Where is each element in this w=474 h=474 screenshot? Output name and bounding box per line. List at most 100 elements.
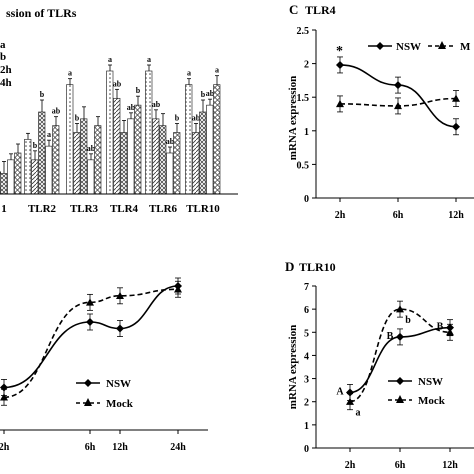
panel-b-legend-diamond-marker <box>84 379 92 387</box>
panel-a-bar <box>24 138 32 195</box>
panel-a-bar <box>80 118 88 195</box>
panel-a-legend-2: b <box>0 51 6 63</box>
panel-c-y-tick-label: 2 <box>304 60 309 71</box>
panel-a-x-tick-label: TLR2 <box>28 203 57 215</box>
panel-d-letter: D <box>285 259 294 274</box>
panel-c-y-tick-label: 1.5 <box>297 93 310 104</box>
panel-a-bar-letter: ab <box>152 100 161 109</box>
panel-a-x-tick-label: TLR10 <box>186 203 220 215</box>
panel-a: ssion of TLRs a b 2h 4h abbbaabababaabab… <box>0 6 238 215</box>
panel-a-bar-letter: b <box>175 114 180 123</box>
panel-c-letter: C <box>289 2 298 17</box>
panel-b-legend-mock: Mock <box>106 398 134 410</box>
panel-b-x-tick-label: 24h <box>170 442 186 453</box>
panel-c-legend: NSW M <box>368 41 471 53</box>
panel-c-point <box>452 122 460 131</box>
panel-d-legend-nsw: NSW <box>418 376 443 388</box>
panel-a-bar-letter: a <box>68 69 72 78</box>
panel-a-bar <box>113 97 121 195</box>
panel-a-bar <box>145 70 153 195</box>
panel-c-x-tick-label: 12h <box>448 210 464 221</box>
panel-c-point <box>452 94 460 102</box>
panel-c-x-ticks: 2h 6h 12h <box>335 198 464 221</box>
panel-a-x-tick-label: 1 <box>1 203 7 215</box>
panel-c-y-tick-label: 0 <box>304 194 309 205</box>
panel-b-x-tick-label: 2h <box>0 442 10 453</box>
panel-a-legend-3: 2h <box>0 64 12 76</box>
panel-d-point <box>396 332 404 341</box>
panel-c-point <box>336 60 344 69</box>
panel-a-bar <box>94 125 102 195</box>
panel-a-bar <box>192 132 200 195</box>
panel-b-legend: NSW Mock <box>76 378 134 410</box>
panel-a-bar-letter: ab <box>113 79 122 88</box>
panel-a-bar-letter: a <box>147 55 151 64</box>
panel-a-bar-letter: ab <box>52 107 61 116</box>
panel-b-point <box>116 324 124 333</box>
panel-a-bar-letter: ab <box>192 114 201 123</box>
panel-a-bar <box>185 84 193 195</box>
panel-c-legend-triangle-marker <box>438 41 446 49</box>
panel-a-bar <box>0 173 8 195</box>
panel-d-series: A B Ba b <box>336 300 454 419</box>
panel-a-bar <box>120 132 128 195</box>
panel-a-bar-letter: a <box>187 69 191 78</box>
panel-c-y-ticks: 0 0.5 1 1.5 2 2.5 <box>297 26 316 205</box>
panel-d-point <box>446 328 454 336</box>
panel-a-legend-1: a <box>0 39 6 51</box>
panel-c: C TLR4 mRNA expression 0 0.5 1 1.5 2 2.5 2h 6h… <box>287 2 474 221</box>
panel-a-title: ssion of TLRs <box>6 6 77 20</box>
panel-b-point <box>0 393 8 401</box>
panel-d-point-label: b <box>405 315 411 326</box>
panel-d-title: TLR10 <box>299 260 336 274</box>
panel-d-legend-mock: Mock <box>418 395 446 407</box>
panel-c-y-tick-label: 0.5 <box>297 160 310 171</box>
panel-a-bar <box>31 159 39 195</box>
panel-d-y-tick-label: 1 <box>304 421 309 432</box>
panel-c-title: TLR4 <box>305 3 336 17</box>
panel-d-y-tick-label: 2 <box>304 398 309 409</box>
panel-a-bar <box>134 104 142 195</box>
panel-c-series <box>336 56 460 136</box>
panel-d-x-tick-label: 6h <box>395 460 406 471</box>
panel-a-bar <box>45 145 53 195</box>
panel-b-series-line <box>3 288 179 399</box>
panel-c-legend-mock: M <box>460 41 471 53</box>
panel-a-bar <box>159 125 167 195</box>
panel-d-legend-diamond-marker <box>396 377 404 385</box>
panel-b-series <box>0 277 182 406</box>
panel-b-point <box>116 291 124 300</box>
panel-c-x-tick-label: 2h <box>335 210 346 221</box>
panel-a-bar <box>7 159 15 195</box>
panel-a-bar-letter: ab <box>206 89 215 98</box>
panel-b-x-tick-label: 12h <box>112 442 128 453</box>
panel-a-bar-letter: ab <box>87 144 96 153</box>
panel-a-bars: abbbaabababaababbaababbaabbaba <box>0 55 221 195</box>
panel-a-bar-letter: b <box>201 90 206 99</box>
panel-d-y-ticks: 0 1 2 3 4 5 6 7 <box>304 282 316 455</box>
panel-a-bar <box>199 111 207 195</box>
panel-a-x-tick-label: TLR4 <box>110 203 139 215</box>
panel-d: D TLR10 mRNA expression 0 1 2 3 4 5 6 7 2h 6h 12h… <box>285 259 474 471</box>
panel-d-series-line <box>349 308 451 403</box>
panel-d-point <box>396 305 404 313</box>
panel-b-x-tick-label: 6h <box>85 442 96 453</box>
panel-d-y-tick-label: 5 <box>304 328 309 339</box>
panel-a-bar <box>173 132 181 195</box>
panel-b: 2h 6h 12h 24h NSW Mock <box>0 277 208 453</box>
panel-a-bar <box>127 118 135 195</box>
panel-d-legend: NSW Mock <box>388 376 446 407</box>
panel-b-point <box>86 298 94 306</box>
panel-c-x-tick-label: 6h <box>393 210 404 221</box>
panel-a-bar <box>213 84 221 195</box>
panel-d-point-label: B <box>437 322 444 333</box>
panel-a-bar <box>106 70 114 195</box>
panel-b-x-ticks: 2h 6h 12h 24h <box>0 430 186 453</box>
panel-d-point <box>346 397 354 405</box>
panel-d-y-tick-label: 4 <box>304 351 309 362</box>
panel-d-x-ticks: 2h 6h 12h <box>345 448 458 471</box>
panel-d-x-tick-label: 2h <box>345 460 356 471</box>
panel-a-bar-letter: b <box>136 86 141 95</box>
panel-a-bar <box>14 152 22 195</box>
